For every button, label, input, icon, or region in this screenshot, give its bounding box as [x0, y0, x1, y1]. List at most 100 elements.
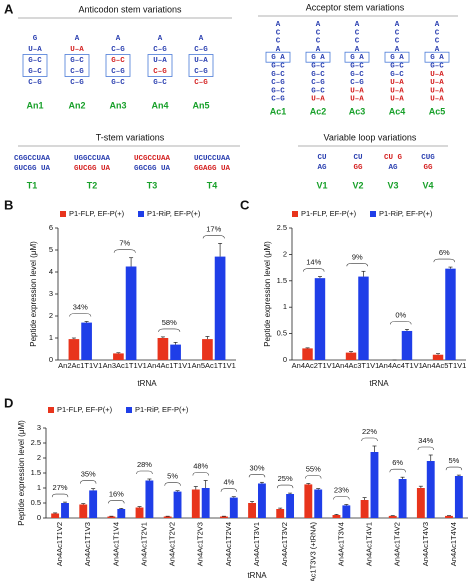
x-tick-label: An4Ac2T1V1: [292, 361, 336, 370]
bracket: [192, 472, 209, 476]
legend-label: P1-RiP, EF-P(+): [379, 209, 433, 218]
sequence: G A: [430, 54, 444, 62]
annotation: 6%: [439, 248, 450, 257]
sequence: CU: [317, 154, 327, 162]
sequence: U–A: [194, 57, 208, 65]
highlight-box: [147, 54, 173, 77]
sequence: C–G: [311, 79, 325, 87]
highlight-box: [22, 54, 48, 77]
sequence: G–C: [311, 62, 325, 70]
bar: [345, 352, 357, 360]
annotation: 4%: [223, 478, 234, 487]
bar: [416, 488, 425, 518]
y-tick-label: 2.5: [31, 438, 41, 447]
sequence: G–C: [430, 62, 444, 70]
bar: [432, 354, 444, 360]
x-tick-label: An4Ac1T2V3: [196, 522, 205, 566]
highlight-box: [105, 54, 131, 77]
variant-label: An5: [192, 100, 209, 110]
sequence: CGGCCUAA: [14, 155, 51, 163]
sequence: U–A: [390, 96, 404, 104]
sequence: C–G: [271, 79, 285, 87]
sequence: GG: [423, 164, 433, 172]
sequence: GG: [353, 164, 363, 172]
variant-label: V1: [316, 180, 327, 190]
x-tick-label: An4Ac1T2V1: [139, 522, 148, 566]
bar: [135, 507, 144, 518]
bar: [358, 276, 369, 360]
sequence: C–G: [194, 46, 208, 54]
highlight-box: [344, 51, 370, 63]
variant-label: V2: [352, 180, 363, 190]
sequence: GGAGG UA: [194, 165, 231, 173]
y-tick-label: 0: [49, 355, 53, 364]
sequence: G–C: [153, 79, 167, 87]
bar: [276, 509, 285, 518]
bar: [314, 489, 323, 518]
bar: [229, 497, 238, 518]
sequence: CU: [353, 154, 363, 162]
sequence: G–C: [350, 71, 364, 79]
sequence: CU G: [384, 154, 403, 162]
variant-label: An1: [26, 100, 43, 110]
bracket: [303, 268, 325, 272]
sequence: UCUCCUAA: [194, 155, 231, 163]
legend-swatch: [126, 407, 132, 413]
x-tick-label: An4Ac1T1V1: [147, 361, 191, 370]
bracket: [305, 475, 322, 479]
sequence: CUG: [421, 154, 435, 162]
highlight-box: [424, 51, 450, 63]
sequence: U–A: [350, 96, 364, 104]
sequence: A: [276, 21, 281, 29]
y-tick-label: 1: [37, 483, 41, 492]
sequence: C–G: [194, 79, 208, 87]
x-tick-label: An2Ac1T1V1: [58, 361, 102, 370]
x-tick-label: An4Ac1T1V2: [55, 522, 64, 566]
sequence: C: [276, 29, 281, 37]
sequence: U–A: [70, 46, 84, 54]
highlight-box: [188, 54, 214, 77]
bracket: [346, 262, 368, 267]
sequence: A: [435, 46, 440, 54]
sequence: G: [33, 35, 38, 43]
bar: [107, 516, 116, 518]
panel-label: D: [4, 395, 13, 410]
sequence: A: [75, 35, 80, 43]
sequence: C: [435, 29, 440, 37]
bar: [388, 515, 397, 518]
sequence: G A: [350, 54, 364, 62]
sequence: A: [435, 21, 440, 29]
sequence: C–G: [350, 79, 364, 87]
y-tick-label: 1.5: [31, 468, 41, 477]
y-tick-label: 6: [49, 223, 53, 232]
legend-label: P1-FLP, EF-P(+): [57, 405, 113, 414]
bar: [145, 480, 154, 518]
y-tick-label: 2: [49, 311, 53, 320]
y-tick-label: 2.5: [277, 223, 287, 232]
panel-label: B: [4, 197, 13, 212]
bar: [68, 339, 80, 360]
bar: [314, 278, 326, 360]
sequence: UCGCCUAA: [134, 155, 171, 163]
annotation: 34%: [418, 436, 433, 445]
y-tick-label: 0.5: [31, 498, 41, 507]
x-tick-label: An4Ac4T1V1: [379, 361, 423, 370]
variant-label: Ac3: [349, 106, 366, 116]
variant-label: An3: [109, 100, 126, 110]
bar: [360, 500, 369, 518]
legend-label: P1-FLP, EF-P(+): [69, 209, 125, 218]
annotation: 23%: [334, 485, 349, 494]
bar: [426, 461, 435, 518]
highlight-box: [384, 51, 410, 63]
bar: [51, 513, 60, 518]
sequence: C: [276, 38, 281, 46]
highlight-box: [64, 54, 90, 77]
bar: [61, 503, 69, 518]
y-tick-label: 4: [49, 267, 53, 276]
variant-label: T2: [87, 180, 98, 190]
x-axis-label: tRNA: [247, 571, 267, 580]
sequence: U–A: [430, 87, 444, 95]
bracket: [158, 328, 181, 332]
sequence: C–G: [153, 46, 167, 54]
